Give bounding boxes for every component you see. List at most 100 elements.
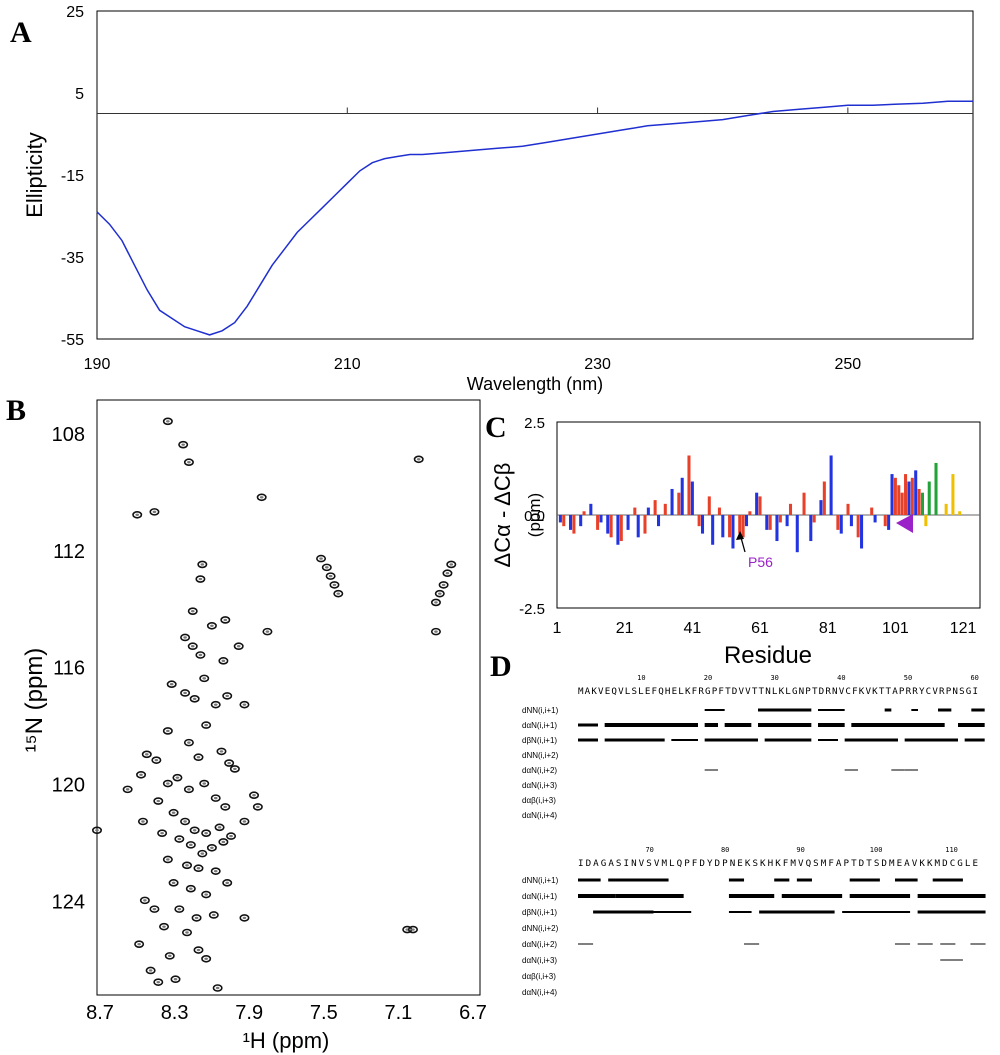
panel-d-noe-bar	[764, 738, 812, 742]
panel-b-peak	[199, 674, 210, 683]
panel-b-peak-core	[167, 954, 172, 958]
panel-b-peak	[185, 841, 196, 849]
panel-c-xtick-label: 121	[950, 620, 977, 637]
panel-b-peak	[208, 911, 219, 919]
panel-c-bar	[836, 515, 840, 530]
panel-d-tick-label: 40	[837, 674, 845, 682]
panel-c-bar	[917, 488, 921, 515]
panel-b-peak	[224, 759, 235, 767]
panel-b-peak	[174, 835, 185, 843]
panel-d-row-label: dαN(i,i+4)	[522, 988, 557, 997]
panel-b-peak-core	[148, 969, 153, 972]
panel-d-row-label: dαβ(i,i+3)	[522, 796, 556, 805]
panel-d-noe-bar	[932, 878, 963, 882]
panel-label-a: A	[10, 16, 32, 49]
panel-b-peak	[136, 770, 147, 779]
panel-d-noe-connectivities: 10 20 30 40 50 60 MAKVEQVLSLEFQHELKFRGPFTDVVTT…	[522, 674, 986, 997]
panel-c-bar	[890, 474, 894, 515]
panel-b-peak-core	[225, 694, 230, 698]
panel-b-peak-core	[189, 843, 193, 847]
panel-b-peak-core	[95, 829, 99, 832]
panel-b-ytick-label: 120	[52, 775, 85, 797]
panel-b-peak-core	[213, 703, 218, 706]
panel-b-peak-core	[187, 788, 191, 791]
panel-c-bar	[663, 503, 667, 515]
panel-d-row-label: dαN(i,i+2)	[522, 766, 557, 775]
panel-b-peak	[193, 864, 204, 873]
panel-b-peak	[206, 843, 217, 852]
panel-d-tick-label: 70	[645, 846, 653, 854]
panel-b-peak-core	[192, 697, 197, 701]
panel-b-peak	[239, 817, 250, 826]
panel-d-row-label: dαN(i,i+3)	[522, 781, 557, 790]
panel-b-peak	[141, 750, 152, 759]
panel-b-peak	[256, 493, 267, 502]
purple-marker-icon	[896, 514, 913, 533]
panel-c-bar	[690, 481, 694, 515]
panel-b-peak-core	[183, 691, 187, 695]
panel-a-ylabel: Ellipticity	[22, 132, 47, 218]
panel-c-bar	[897, 485, 901, 515]
panel-c-bar	[721, 515, 725, 538]
panel-c-ytick-label: 2.5	[524, 415, 545, 432]
panel-b-peak-core	[135, 513, 140, 516]
panel-b-peak-core	[236, 645, 241, 648]
panel-b-peak-core	[325, 566, 329, 569]
panel-b-peak-core	[242, 820, 247, 823]
panel-c-bar	[731, 515, 735, 549]
panel-b-peak-core	[336, 592, 341, 595]
panel-c-bar	[829, 455, 833, 515]
panel-b-xtick-label: 7.9	[235, 1002, 263, 1024]
panel-c-bar	[822, 481, 826, 515]
panel-b-peak-core	[416, 458, 421, 461]
panel-c-bar	[802, 492, 806, 515]
panel-b-peak	[168, 879, 179, 887]
panel-d-noe-bar	[818, 709, 845, 711]
panel-b-peak-core	[221, 840, 226, 844]
panel-b-peak	[168, 808, 179, 817]
panel-b-peak-core	[173, 978, 178, 981]
panel-b-peak-core	[217, 826, 222, 829]
panel-b-peak	[139, 896, 150, 905]
panel-b-peak	[262, 627, 273, 636]
panel-b-peak-core	[434, 601, 438, 604]
panel-b-peak-core	[233, 767, 237, 771]
panel-c-bar	[768, 515, 772, 530]
panel-b-peak	[321, 563, 332, 572]
panel-b-peak-core	[332, 583, 337, 587]
panel-b-peak	[195, 575, 206, 583]
panel-b-ytick-label: 112	[53, 541, 85, 563]
panel-d-tick-label: 60	[970, 674, 978, 682]
panel-c-bar	[700, 515, 705, 534]
panel-b-xtick-label: 8.3	[161, 1002, 189, 1024]
panel-b-peak-core	[143, 899, 147, 902]
panel-c-bar	[819, 500, 823, 515]
panel-b-peak-core	[200, 852, 205, 855]
panel-b-peak	[170, 975, 181, 984]
panel-c-bar	[636, 515, 640, 538]
panel-b-ylabel: ¹⁵N (ppm)	[21, 648, 48, 753]
panel-c-bar	[755, 492, 759, 515]
panel-d-noe-bar	[844, 769, 858, 771]
panel-c-bar	[579, 515, 583, 527]
panel-b-peak	[252, 803, 263, 811]
panel-b-peak-core	[166, 420, 170, 423]
panel-d-noe-bar	[615, 894, 684, 898]
panel-b-peak-core	[125, 788, 130, 791]
panel-c-bar	[900, 492, 904, 515]
panel-c-xlabel: Residue	[724, 642, 812, 669]
panel-b-peak	[183, 458, 194, 467]
panel-b-peak	[162, 727, 173, 735]
panel-b-peak-core	[187, 741, 191, 744]
panel-b-peak	[222, 692, 233, 700]
panel-b-peak-core	[256, 805, 260, 809]
panel-b-peak-core	[204, 831, 208, 835]
panel-d-noe-bar	[971, 708, 985, 712]
panel-b-peak	[191, 914, 202, 922]
panel-c-bar	[728, 515, 732, 538]
panel-c-bar	[687, 455, 691, 515]
panel-b-peak-core	[177, 907, 182, 911]
panel-d-tick-label: 80	[721, 846, 729, 854]
panel-b-peak-core	[202, 782, 207, 785]
panel-d-noe-bar	[604, 723, 698, 727]
